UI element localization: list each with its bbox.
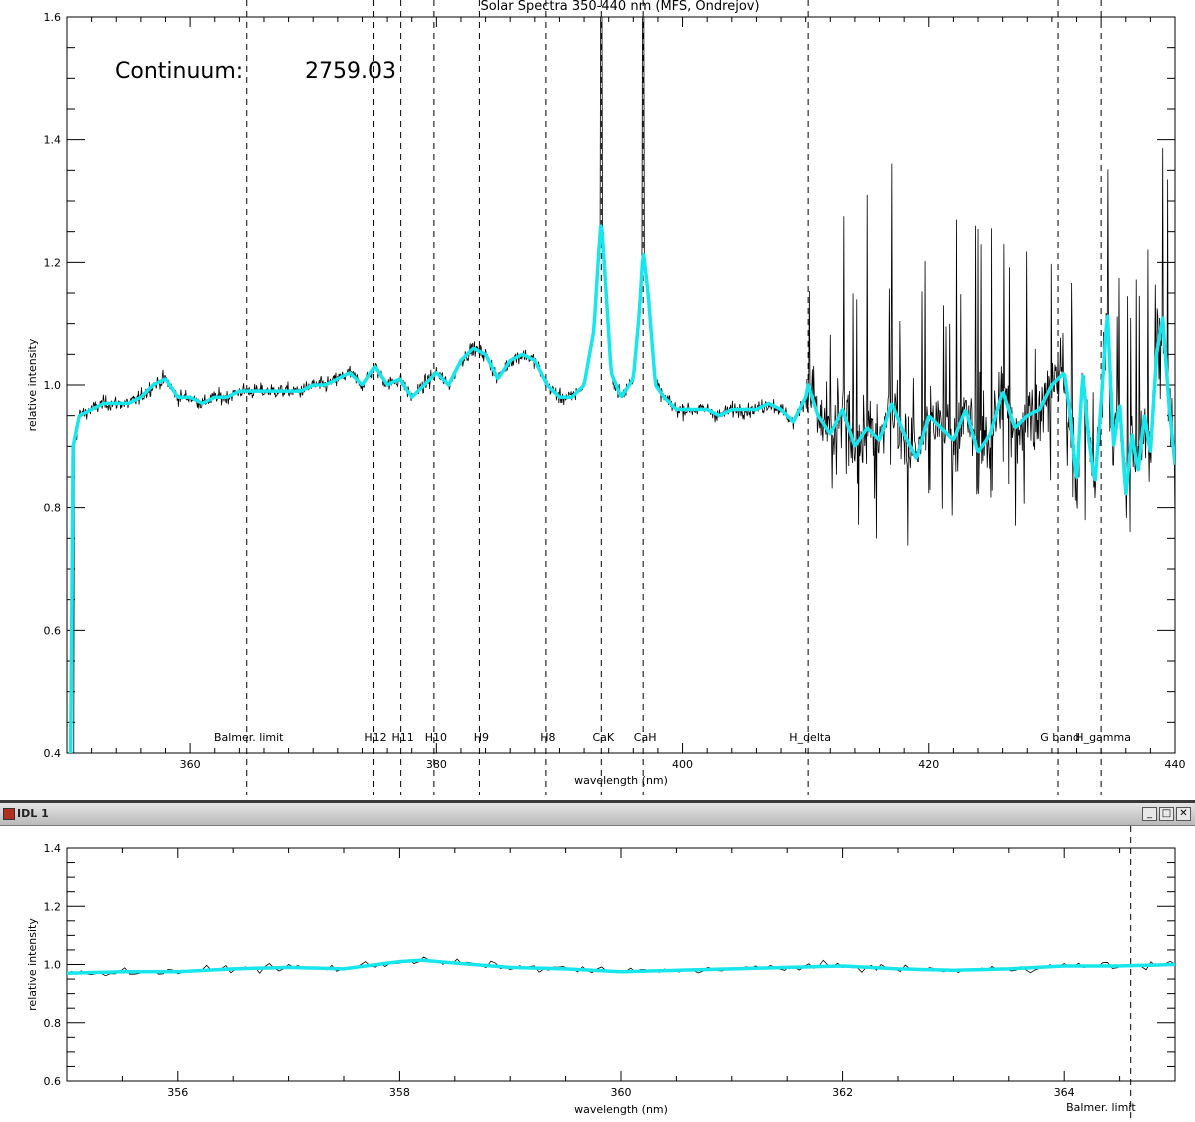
y-tick-label: 1.2 — [44, 900, 62, 913]
y-tick-label: 0.4 — [44, 747, 62, 760]
close-button[interactable]: ✕ — [1176, 807, 1191, 821]
spectral-line-label: CaK — [592, 731, 614, 744]
y-tick-label: 0.6 — [44, 1075, 62, 1088]
x-tick-label: 362 — [832, 1086, 853, 1099]
spectral-line-label: Balmer. limit — [1066, 1101, 1136, 1114]
idl-window-titlebar[interactable]: IDL 1 _ □ ✕ — [0, 800, 1195, 826]
plot-1: Balmer. limit H12 H11 H10 H9 H8 CaK CaH H_delta G… — [26, 0, 1186, 795]
x-tick-label: 358 — [389, 1086, 410, 1099]
spectral-line-label: G band — [1040, 731, 1080, 744]
idl-window-icon — [3, 808, 15, 820]
y-axis-label: relative intensity — [26, 338, 39, 431]
plot-frame — [66, 847, 1176, 1082]
spectral-line-label: CaH — [634, 731, 657, 744]
minimize-button[interactable]: _ — [1142, 807, 1157, 821]
spectral-line-label: H8 — [540, 731, 555, 744]
y-tick-label: 1.0 — [44, 379, 62, 392]
y-tick-label: 0.6 — [44, 624, 62, 637]
x-axis-label: wavelength (nm) — [574, 774, 668, 787]
y-tick-label: 0.8 — [44, 502, 62, 515]
chart-title: Solar Spectra 350-440 nm (MFS, Ondrejov) — [480, 0, 759, 14]
y-tick-label: 1.6 — [44, 11, 62, 24]
y-axis-label: relative intensity — [26, 918, 39, 1011]
x-tick-label: 360 — [611, 1086, 632, 1099]
idl-window-title: IDL 1 — [17, 807, 49, 820]
x-tick-label: 356 — [167, 1086, 188, 1099]
x-tick-label: 360 — [180, 758, 201, 771]
x-tick-label: 380 — [426, 758, 447, 771]
x-tick-label: 364 — [1054, 1086, 1075, 1099]
spectral-line-label: H_delta — [789, 731, 831, 744]
continuum-value: 2759.03 — [305, 59, 396, 84]
y-tick-label: 1.0 — [44, 959, 62, 972]
spectral-line-label: H11 — [391, 731, 413, 744]
continuum-label: Continuum: — [115, 59, 243, 84]
spectral-line-label: Balmer. limit — [214, 731, 284, 744]
y-tick-label: 1.2 — [44, 256, 62, 269]
plot-2: Balmer. limit 356 358 360 362 364 0.6 0.8 1.0 1.2… — [26, 826, 1176, 1122]
continuum-annotation: Continuum: 2759.03 — [115, 59, 396, 84]
spectral-line-label: H12 — [364, 731, 386, 744]
observed-spectrum-line — [70, 17, 1175, 753]
spectral-line-label: H_gamma — [1075, 731, 1131, 744]
y-tick-label: 1.4 — [44, 842, 62, 855]
spectral-line-label: H10 — [425, 731, 447, 744]
x-tick-label: 420 — [918, 758, 939, 771]
spectral-line-label: H9 — [474, 731, 489, 744]
maximize-button[interactable]: □ — [1159, 807, 1174, 821]
smoothed-spectrum-line — [67, 958, 1175, 975]
x-axis-label: wavelength (nm) — [574, 1103, 668, 1116]
smoothed-spectrum-line — [68, 224, 1175, 753]
y-tick-label: 1.4 — [44, 134, 62, 147]
x-tick-label: 400 — [672, 758, 693, 771]
y-tick-label: 0.8 — [44, 1017, 62, 1030]
x-tick-label: 440 — [1165, 758, 1186, 771]
